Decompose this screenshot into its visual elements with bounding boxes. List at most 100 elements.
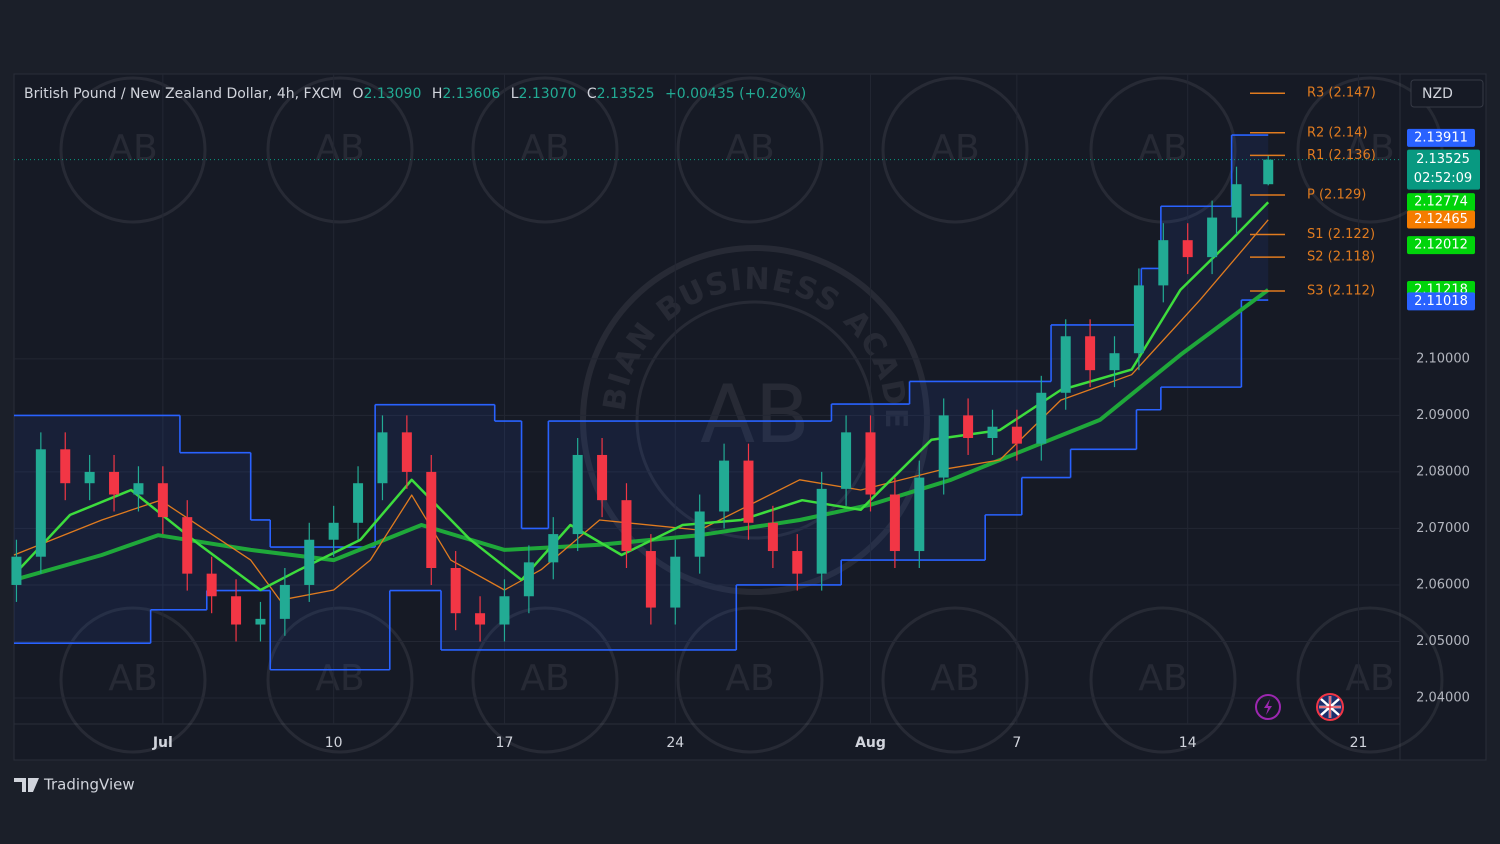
candle-body	[621, 500, 632, 552]
candle-body	[475, 613, 486, 625]
candle-body	[84, 471, 95, 484]
candle-body	[1158, 240, 1169, 286]
ohlc-value: 2.13525	[597, 86, 655, 102]
wm-badge-initials: AB	[1345, 128, 1394, 169]
legend: British Pound / New Zealand Dollar, 4h, …	[24, 86, 806, 102]
wm-badge	[881, 606, 1029, 754]
price-tag	[1407, 236, 1475, 255]
price-tag	[1407, 149, 1480, 190]
flag-cross-red	[1319, 696, 1341, 718]
ohlc-key: L	[511, 86, 519, 102]
candle-body	[304, 539, 315, 585]
candle-body	[1182, 240, 1193, 258]
x-tick-label: 24	[666, 735, 684, 751]
wm-badge-initials: AB	[315, 658, 364, 699]
ohlc-key: C	[587, 86, 597, 102]
y-tick-label: 2.05000	[1416, 634, 1470, 649]
wm-ring	[635, 300, 875, 540]
branding: TradingView	[43, 776, 135, 794]
candle-body	[963, 415, 974, 438]
wm-badge	[59, 76, 207, 224]
candle-body	[377, 432, 388, 484]
candle-body	[182, 517, 193, 574]
candle-body	[938, 415, 949, 478]
candle-body	[157, 483, 168, 518]
channel-fill	[14, 135, 1269, 670]
wm-ring	[580, 245, 930, 595]
wm-badge-initials: AB	[315, 128, 364, 169]
candle-body	[109, 471, 120, 495]
ohlc-value: 2.13606	[442, 86, 500, 102]
candle-body	[597, 454, 608, 501]
wm-initials: AB	[700, 368, 810, 461]
price-tag-label: 2.13525	[1416, 152, 1470, 167]
price-tag	[1407, 210, 1475, 229]
x-tick-label: Jul	[152, 735, 173, 751]
wm-badge-initials: AB	[725, 658, 774, 699]
lightning	[1264, 699, 1272, 715]
candle-body	[572, 454, 583, 535]
pivot-label: S1 (2.122)	[1307, 227, 1375, 242]
candle-body	[353, 483, 364, 523]
y-tick-label: 2.04000	[1416, 691, 1470, 706]
x-tick-label: 14	[1179, 735, 1197, 751]
currency-button[interactable]	[1410, 79, 1484, 108]
candle-body	[1231, 184, 1242, 218]
candle-body	[1036, 392, 1047, 444]
wm-badge-initials: AB	[930, 128, 979, 169]
price-tag-label: 2.13911	[1414, 130, 1468, 145]
wm-badge	[676, 606, 824, 754]
candle-body	[719, 460, 730, 512]
ohlc-key: O	[352, 86, 363, 102]
wm-badge-initials: AB	[930, 658, 979, 699]
x-tick-label: 17	[496, 735, 514, 751]
candle-body	[60, 449, 71, 484]
candle-body	[743, 460, 754, 523]
candle-body	[401, 432, 412, 472]
candle-body	[1085, 336, 1096, 371]
y-tick-label: 2.10000	[1416, 351, 1470, 366]
candle-body	[1263, 159, 1274, 185]
x-tick-label: Aug	[855, 735, 886, 751]
y-tick-label: 2.07000	[1416, 521, 1470, 536]
candle-body	[792, 551, 803, 574]
grid	[14, 74, 1400, 724]
candle-body	[328, 522, 339, 540]
y-tick-label: 2.06000	[1416, 577, 1470, 592]
candle-body	[255, 618, 266, 625]
axes: 2.04000 2.05000 2.06000 2.07000 2.08000 2.090…	[152, 128, 1480, 751]
pivot-label: R2 (2.14)	[1307, 125, 1368, 140]
candle-body	[1207, 217, 1218, 258]
candle-body	[914, 477, 925, 552]
candle-body	[889, 494, 900, 552]
candle-body	[11, 556, 22, 585]
currency-label[interactable]: NZD	[1422, 86, 1453, 102]
candle-body	[694, 511, 705, 557]
candle-body	[206, 573, 217, 597]
price-tag-label: 2.12774	[1414, 195, 1468, 210]
ohlc-value: 2.13070	[519, 86, 577, 102]
symbol: British Pound / New Zealand Dollar, 4h, …	[24, 86, 342, 102]
candle-body	[645, 551, 656, 608]
candle-body	[987, 426, 998, 438]
pivot-label: P (2.129)	[1307, 187, 1366, 202]
wm-badge	[266, 76, 414, 224]
wm-badge-initials: AB	[108, 658, 157, 699]
events-icon[interactable]	[1255, 694, 1281, 720]
price-tag-label: 2.12465	[1414, 212, 1468, 227]
pivot-label: R3 (2.147)	[1307, 86, 1376, 101]
change: +0.00435 (+0.20%)	[665, 86, 806, 102]
price-tag	[1407, 193, 1475, 212]
wm-badge	[471, 606, 619, 754]
y-tick-label: 2.08000	[1416, 464, 1470, 479]
y-tick-label: 2.09000	[1416, 408, 1470, 423]
pivot-label: S3 (2.112)	[1307, 284, 1375, 299]
candle-body	[548, 534, 559, 563]
ohlc-key: H	[432, 86, 443, 102]
candle-body	[1060, 336, 1071, 393]
wm-badge	[266, 606, 414, 754]
price-tag	[1407, 292, 1475, 311]
plot: R3 (2.147) R2 (2.14) R1 (2.136) P (2.129) S1…	[11, 86, 1400, 671]
wm-badge	[1296, 606, 1444, 754]
indicator-line	[13, 201, 1270, 592]
